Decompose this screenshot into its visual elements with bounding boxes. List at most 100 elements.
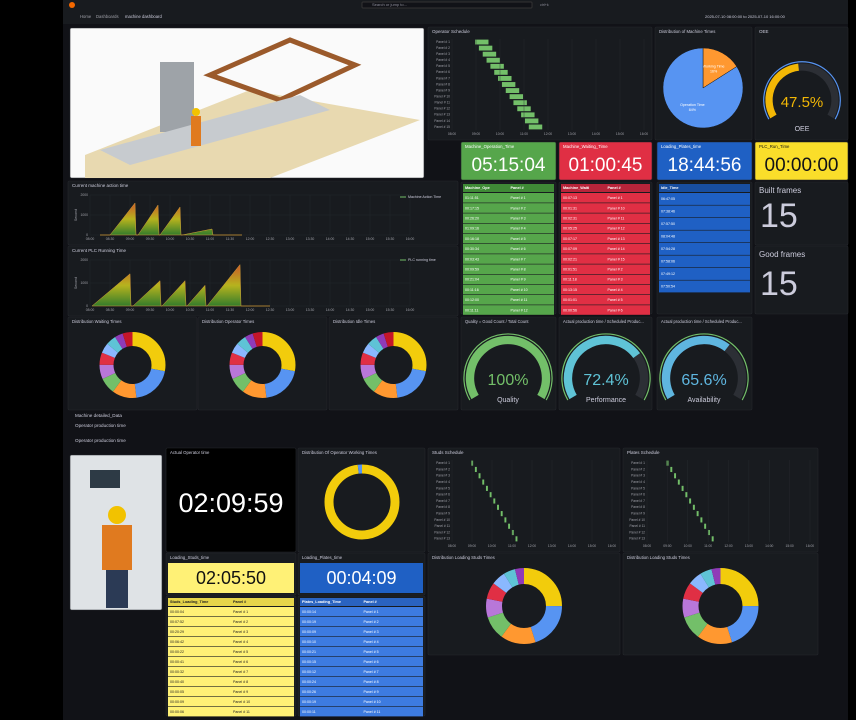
x-tick-label: 13:30 (306, 237, 315, 241)
y-tick-label: 2000 (80, 193, 88, 197)
table-row (561, 233, 650, 244)
table-row (463, 223, 554, 234)
label: Working Time (703, 65, 725, 69)
pie-slice (662, 47, 744, 129)
column-header: Machine_Waiti (563, 186, 589, 190)
gauge-value: 100% (488, 372, 529, 389)
table-row (659, 255, 750, 268)
cell: 00:30:34 (465, 247, 479, 251)
cell: Panel # 10 (364, 700, 381, 704)
x-tick-label: 11:30 (226, 237, 234, 241)
row-label: Panel # 7 (436, 499, 450, 503)
cell: Panel # 4 (608, 288, 623, 292)
cell: 07:54:28 (661, 247, 675, 251)
cell: Panel # 2 (608, 267, 623, 271)
donut-slice (360, 332, 427, 398)
table-row (561, 223, 650, 234)
schedule-bar (508, 523, 511, 529)
table-row (561, 264, 650, 274)
column-header: Panel # (608, 186, 622, 190)
row-label: Panel # 9 (631, 511, 645, 515)
cell: Panel # 6 (233, 660, 248, 664)
cell: Panel # 8 (233, 680, 248, 684)
table-row (168, 647, 294, 657)
table-row (463, 193, 554, 203)
label: Quality = Good Count / Total Count (465, 319, 529, 324)
table-row (659, 230, 750, 243)
schedule-bar (497, 504, 499, 510)
row-label: Panel # 10 (629, 518, 645, 522)
panel (754, 245, 849, 315)
row-label: Panel # 4 (631, 480, 645, 484)
panel (427, 26, 653, 141)
cell: 00:11:16 (465, 288, 479, 292)
panel (754, 181, 849, 246)
x-tick-label: 11:00 (704, 544, 712, 548)
donut-slice (99, 332, 166, 398)
row-header: Operator production time (75, 423, 126, 428)
panel (622, 447, 819, 553)
cell: 00:12:00 (465, 298, 479, 302)
x-tick-label: 11:00 (206, 308, 214, 312)
cell: Panel # 3 (511, 216, 526, 220)
cell: 00:01:01 (563, 298, 577, 302)
cell: Panel # 5 (511, 237, 526, 241)
donut-slice (486, 568, 562, 644)
gauge-threshold (763, 61, 841, 120)
x-tick-label: 12:00 (724, 544, 732, 548)
schedule-bar (490, 63, 504, 69)
gauge-arc (465, 335, 551, 400)
donut-slice (99, 332, 166, 398)
stat-value: 02:09:59 (178, 488, 283, 518)
schedule-bar (674, 473, 677, 479)
search-box[interactable] (361, 1, 533, 9)
cell: 08:04:48 (661, 235, 675, 239)
row-label: Panel # 11 (629, 524, 645, 528)
column-header: Panel # (364, 600, 378, 604)
table-row (168, 617, 294, 627)
x-tick-label: 09:00 (126, 308, 135, 312)
label: Current PLC Running Time (72, 248, 127, 253)
cell: 06:47:05 (661, 197, 675, 201)
x-tick-label: 16:00 (608, 544, 616, 548)
row-label: Panel # 8 (436, 505, 450, 509)
row-label: Panel # 8 (631, 505, 645, 509)
table-row (659, 193, 750, 205)
table-row (561, 254, 650, 264)
x-tick-label: 08:30 (106, 237, 115, 241)
table-row (300, 657, 423, 667)
label: Studs Schedule (432, 450, 464, 455)
row-label: Panel # 7 (436, 76, 450, 80)
schedule-bar (528, 124, 543, 130)
row-label: Panel # 4 (436, 480, 450, 484)
schedule-bar (513, 100, 527, 106)
panel (754, 26, 849, 141)
x-tick-label: 15:00 (366, 237, 375, 241)
label: 16% (710, 70, 718, 74)
stat-value: 15 (760, 197, 798, 235)
cell: 00:00:24 (302, 680, 316, 684)
panel (460, 141, 557, 181)
cell: Panel # 6 (364, 660, 379, 664)
table-row (463, 264, 554, 274)
breadcrumb: Dashboards (96, 14, 119, 19)
row-header: Operator production time (75, 438, 126, 443)
row-label: Panel # 5 (631, 486, 645, 490)
row-label: Panel # 12 (434, 107, 450, 111)
cell: Panel # 15 (608, 257, 625, 261)
table-row (463, 274, 554, 285)
x-tick-label: 10:30 (186, 237, 195, 241)
row-label: Panel # 2 (436, 46, 450, 50)
row-label: Panel # 15 (434, 125, 450, 129)
cell: Panel # 6 (511, 247, 526, 251)
table-row (463, 244, 554, 254)
row-label: Panel # 8 (436, 82, 450, 86)
table-row (463, 213, 554, 223)
panel (427, 552, 621, 656)
x-tick-label: 15:30 (386, 308, 395, 312)
x-tick-label: 08:00 (86, 237, 95, 241)
cell: 00:11:11 (465, 308, 478, 312)
cell: 00:00:41 (170, 660, 184, 664)
axis-label: Second (74, 277, 78, 289)
x-tick-label: 13:00 (548, 544, 556, 548)
